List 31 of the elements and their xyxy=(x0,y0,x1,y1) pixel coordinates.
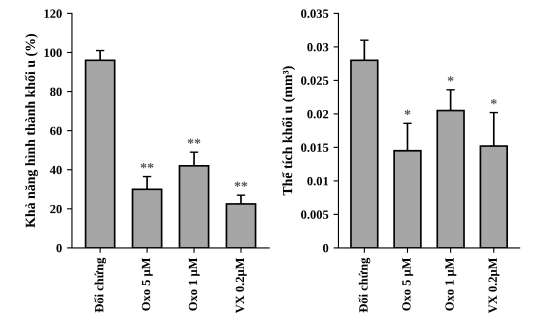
y-tick-label: 60 xyxy=(50,126,62,136)
x-tick-label: Oxo 5 μM xyxy=(402,258,414,311)
x-tick-label: Đối chứng xyxy=(358,258,370,312)
x-tick-label: VX 0.2μM xyxy=(236,258,247,314)
y-tick-label: 0 xyxy=(56,244,62,252)
x-tick-label: Đối chứng xyxy=(94,258,106,312)
y-tick-label: 0.025 xyxy=(301,76,328,85)
annotation: ** xyxy=(188,138,200,144)
y-tick-label: 100 xyxy=(44,48,62,57)
y-tick-label: 80 xyxy=(50,88,62,96)
annotation: * xyxy=(490,99,497,104)
x-tick-label: Oxo 1 μM xyxy=(445,258,456,311)
y-tick-label: 0.03 xyxy=(307,42,328,52)
annotation: ** xyxy=(234,182,248,187)
x-tick-label: Oxo 1 μM xyxy=(188,258,200,311)
y-axis-title: Khả năng hình thành khối u (%) xyxy=(24,34,38,228)
y-tick-label: 0.035 xyxy=(301,9,328,18)
x-tick-label: Oxo 5 μM xyxy=(142,258,153,311)
y-tick-label: 0.015 xyxy=(301,143,328,152)
y-tick-label: 40 xyxy=(50,166,62,174)
annotation: * xyxy=(448,76,454,82)
y-tick-label: 0.005 xyxy=(301,210,328,219)
y-tick-label: 120 xyxy=(44,9,62,18)
y-tick-label: 20 xyxy=(50,204,62,214)
y-tick-label: 0.02 xyxy=(307,110,328,118)
y-axis-title: Thể tích khối u (mm³) xyxy=(282,66,296,196)
annotation: * xyxy=(404,110,410,116)
x-tick-label: VX 0.2μM xyxy=(488,258,500,314)
annotation: ** xyxy=(140,163,154,168)
y-tick-label: 0.01 xyxy=(307,176,328,186)
y-tick-label: 0 xyxy=(322,244,328,252)
